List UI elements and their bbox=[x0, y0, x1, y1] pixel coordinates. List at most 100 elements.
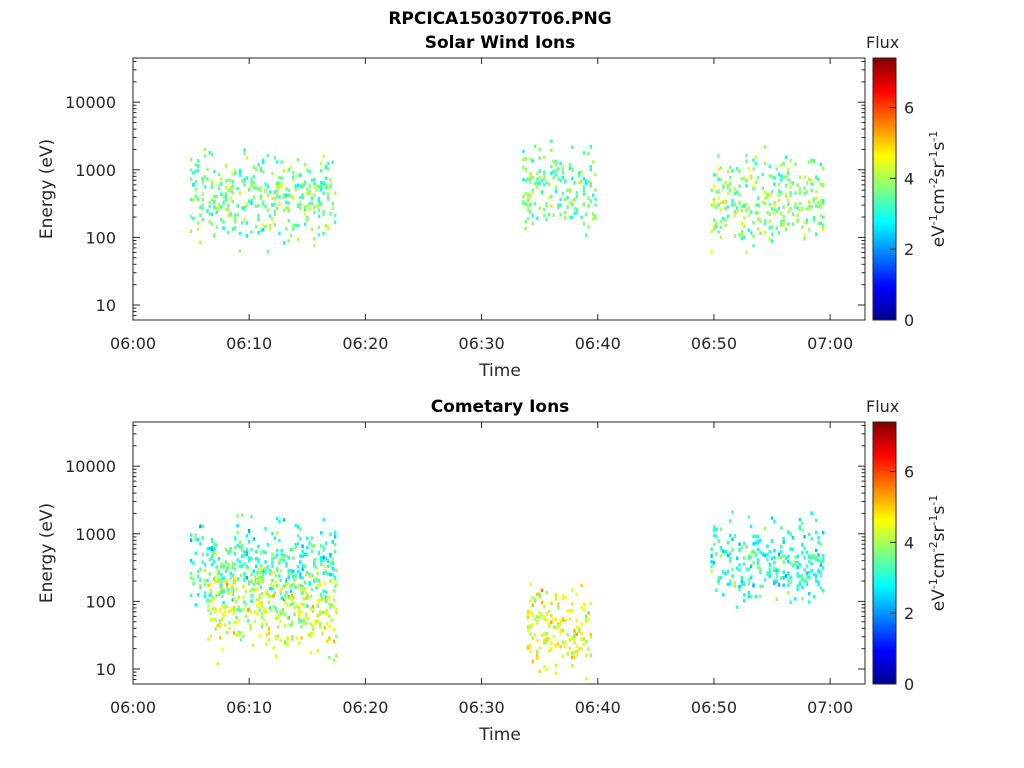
cometary-heatmap-cell bbox=[258, 579, 261, 583]
cometary-heatmap-cell bbox=[216, 623, 219, 628]
solar-wind-heatmap-cell bbox=[227, 204, 230, 208]
solar-wind-heatmap-cell bbox=[257, 162, 260, 167]
cometary-heatmap-cell bbox=[258, 606, 261, 611]
cometary-heatmap-cell bbox=[229, 549, 232, 554]
cometary-heatmap-cell bbox=[239, 573, 243, 578]
cometary-heatmap-cell bbox=[288, 623, 292, 627]
cometary-heatmap-cell bbox=[293, 612, 296, 616]
cometary-heatmap-cell bbox=[255, 564, 258, 568]
solar-wind-heatmap-cell bbox=[213, 200, 216, 205]
cometary-heatmap-cell bbox=[267, 631, 271, 636]
cometary-heatmap-cell bbox=[550, 641, 553, 646]
solar-wind-heatmap-cell bbox=[766, 192, 769, 197]
solar-wind-heatmap-cell bbox=[803, 191, 806, 196]
solar-wind-heatmap-cell bbox=[250, 201, 253, 206]
cometary-heatmap-cell bbox=[300, 602, 303, 607]
solar-wind-heatmap-cell bbox=[261, 160, 265, 165]
cometary-heatmap-cell bbox=[236, 543, 239, 548]
cometary-heatmap-cell bbox=[221, 612, 224, 617]
solar-wind-heatmap-cell bbox=[591, 193, 595, 198]
cometary-heatmap-cell bbox=[257, 560, 260, 564]
solar-wind-heatmap-cell bbox=[726, 204, 730, 209]
solar-wind-heatmap-cell bbox=[784, 183, 788, 188]
solar-wind-heatmap-cell bbox=[733, 234, 737, 238]
solar-wind-heatmap-cell bbox=[749, 230, 753, 235]
solar-wind-heatmap-cell bbox=[789, 193, 792, 198]
cometary-heatmap-cell bbox=[324, 556, 328, 561]
solar-wind-heatmap-cell bbox=[559, 203, 562, 208]
cometary-heatmap-cell bbox=[287, 616, 290, 620]
cometary-heatmap-cell bbox=[575, 632, 578, 637]
solar-wind-heatmap-cell bbox=[550, 204, 553, 208]
cometary-heatmap-cell bbox=[332, 658, 336, 663]
solar-wind-heatmap-cell bbox=[264, 182, 267, 186]
cometary-heatmap-cell bbox=[321, 610, 324, 615]
solar-wind-heatmap-cell bbox=[798, 208, 802, 213]
solar-wind-heatmap-cell bbox=[268, 223, 272, 228]
cometary-heatmap-cell bbox=[199, 578, 202, 582]
cometary-heatmap-cell bbox=[243, 600, 246, 604]
cometary-heatmap-cell bbox=[536, 639, 539, 643]
cometary-heatmap-cell bbox=[335, 568, 338, 573]
solar-wind-heatmap-cell bbox=[571, 176, 574, 181]
cometary-heatmap-cell bbox=[766, 544, 769, 548]
solar-wind-heatmap-cell bbox=[271, 202, 274, 207]
cometary-heatmap-cell bbox=[743, 541, 746, 546]
solar-wind-heatmap-cell bbox=[282, 241, 286, 245]
cometary-heatmap-cell bbox=[529, 582, 532, 587]
cometary-heatmap-cell bbox=[559, 627, 562, 632]
cometary-heatmap-cell bbox=[580, 631, 583, 636]
cometary-heatmap-cell bbox=[782, 560, 785, 564]
cometary-heatmap-cell bbox=[584, 639, 588, 644]
cometary-heatmap-cell bbox=[265, 589, 268, 593]
cometary-heatmap-cell bbox=[740, 545, 743, 549]
cometary-heatmap-cell bbox=[538, 615, 541, 620]
cometary-heatmap-cell bbox=[259, 563, 262, 568]
cometary-heatmap-cell bbox=[538, 611, 541, 615]
cometary-heatmap-cell bbox=[249, 610, 252, 614]
solar-wind-heatmap-cell bbox=[768, 202, 771, 207]
cometary-heatmap-cell bbox=[559, 621, 562, 626]
cometary-ytick-label: 10000 bbox=[65, 457, 116, 476]
cometary-heatmap-cell bbox=[564, 596, 567, 600]
cometary-heatmap-cell bbox=[279, 588, 282, 593]
solar-wind-heatmap-cell bbox=[717, 154, 720, 158]
cometary-heatmap-cell bbox=[749, 564, 753, 569]
cometary-heatmap-cell bbox=[244, 614, 247, 618]
solar-wind-heatmap-cell bbox=[543, 170, 546, 175]
cometary-heatmap bbox=[189, 510, 825, 681]
cometary-heatmap-cell bbox=[766, 571, 769, 575]
cometary-heatmap-cell bbox=[248, 528, 251, 533]
cometary-heatmap-cell bbox=[801, 521, 804, 526]
solar-wind-heatmap-cell bbox=[715, 205, 718, 210]
solar-wind-heatmap-cell bbox=[712, 204, 716, 208]
cometary-heatmap-cell bbox=[801, 528, 804, 533]
solar-wind-heatmap-cell bbox=[731, 198, 734, 203]
solar-wind-heatmap-cell bbox=[526, 216, 530, 221]
solar-wind-heatmap-cell bbox=[294, 184, 297, 188]
cometary-heatmap-cell bbox=[808, 591, 811, 596]
cometary-heatmap-cell bbox=[238, 540, 242, 544]
solar-wind-heatmap-cell bbox=[317, 225, 321, 230]
cometary-heatmap-cell bbox=[199, 542, 202, 546]
solar-wind-heatmap-cell bbox=[306, 204, 309, 209]
solar-wind-plot-frame bbox=[132, 57, 866, 321]
cometary-heatmap-cell bbox=[773, 581, 776, 586]
solar-wind-heatmap-cell bbox=[745, 208, 748, 213]
cometary-heatmap-cell bbox=[710, 554, 713, 558]
solar-wind-heatmap-cell bbox=[271, 217, 274, 222]
solar-wind-heatmap-cell bbox=[575, 195, 578, 199]
solar-wind-axes: 06:00 06:10 06:20 06:30 06:40 06:50 07:0010100… bbox=[65, 58, 865, 353]
cometary-heatmap-cell bbox=[277, 625, 280, 629]
cometary-heatmap-cell bbox=[267, 638, 271, 642]
cometary-heatmap-cell bbox=[538, 646, 541, 650]
solar-wind-heatmap-cell bbox=[787, 167, 790, 172]
cometary-heatmap-cell bbox=[236, 607, 239, 612]
cometary-heatmap-cell bbox=[582, 602, 585, 607]
cometary-heatmap-cell bbox=[822, 555, 825, 559]
cometary-heatmap-cell bbox=[214, 552, 217, 556]
cometary-heatmap-cell bbox=[313, 579, 316, 583]
solar-wind-ytick-label: 10 bbox=[96, 296, 116, 315]
cometary-heatmap-cell bbox=[259, 570, 262, 575]
cometary-heatmap-cell bbox=[301, 567, 304, 572]
